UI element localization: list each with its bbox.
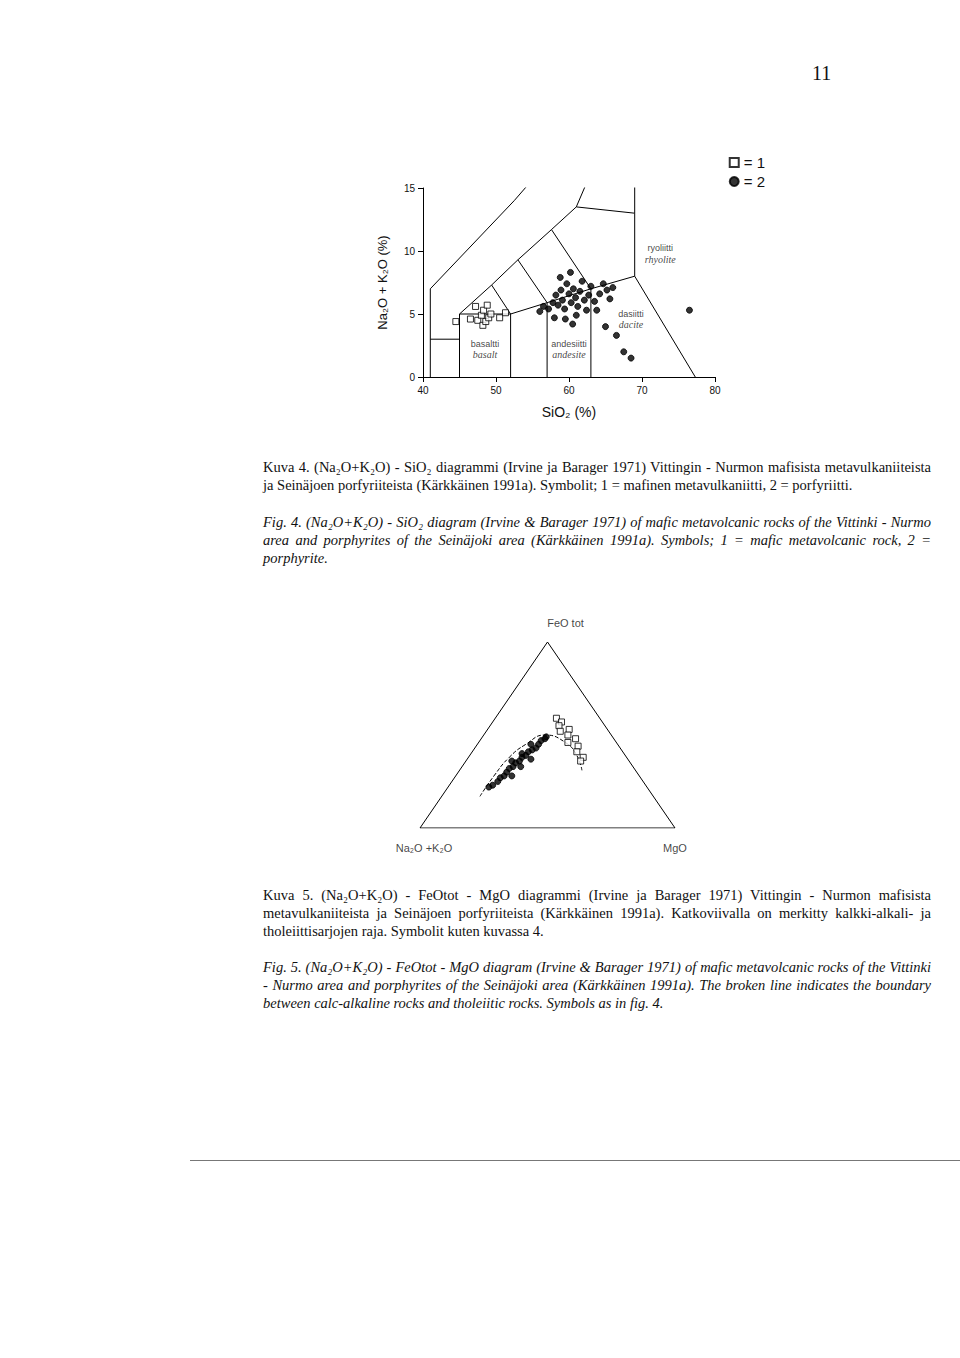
html-text:11: 11 xyxy=(812,62,832,84)
svg-text:MgO: MgO xyxy=(663,842,687,854)
svg-text:10: 10 xyxy=(404,246,416,257)
svg-text:40: 40 xyxy=(417,385,429,396)
svg-text:0: 0 xyxy=(409,372,415,383)
svg-text:andesiitti: andesiitti xyxy=(551,339,587,349)
svg-text:Na₂O +K₂O: Na₂O +K₂O xyxy=(396,842,453,854)
svg-text:basalt: basalt xyxy=(473,349,498,360)
html-text:Kuva 4. (Na₂O+K₂O) - SiO₂ diag: Kuva 4. (Na₂O+K₂O) - SiO₂ diagrammi (Irv… xyxy=(263,459,931,493)
svg-text:Na₂O + K₂O (%): Na₂O + K₂O (%) xyxy=(375,235,390,329)
svg-text:5: 5 xyxy=(409,309,415,320)
svg-text:= 1: = 1 xyxy=(744,154,765,171)
svg-text:FeO tot: FeO tot xyxy=(547,617,584,629)
html-text:Kuva 5. (Na₂O+K₂O) - FeOtot -: Kuva 5. (Na₂O+K₂O) - FeOtot - MgO diagra… xyxy=(263,887,931,939)
svg-text:= 2: = 2 xyxy=(744,173,765,190)
svg-text:dasiitti: dasiitti xyxy=(618,309,644,319)
svg-text:ryoliitti: ryoliitti xyxy=(647,243,673,253)
svg-text:70: 70 xyxy=(636,385,648,396)
html-text:Fig. 5. (Na₂O+K₂O) - FeOtot -: Fig. 5. (Na₂O+K₂O) - FeOtot - MgO diagra… xyxy=(263,959,931,1011)
svg-text:80: 80 xyxy=(709,385,721,396)
svg-text:50: 50 xyxy=(490,385,502,396)
svg-text:basaltti: basaltti xyxy=(471,339,500,349)
html-text:Fig. 4. (Na₂O+K₂O) - SiO₂ diag: Fig. 4. (Na₂O+K₂O) - SiO₂ diagram (Irvin… xyxy=(263,514,931,566)
svg-text:SiO₂ (%): SiO₂ (%) xyxy=(542,404,596,420)
svg-text:15: 15 xyxy=(404,183,416,194)
svg-text:dacite: dacite xyxy=(619,319,644,330)
svg-text:rhyolite: rhyolite xyxy=(645,254,676,265)
svg-text:60: 60 xyxy=(563,385,575,396)
svg-text:andesite: andesite xyxy=(552,349,586,360)
